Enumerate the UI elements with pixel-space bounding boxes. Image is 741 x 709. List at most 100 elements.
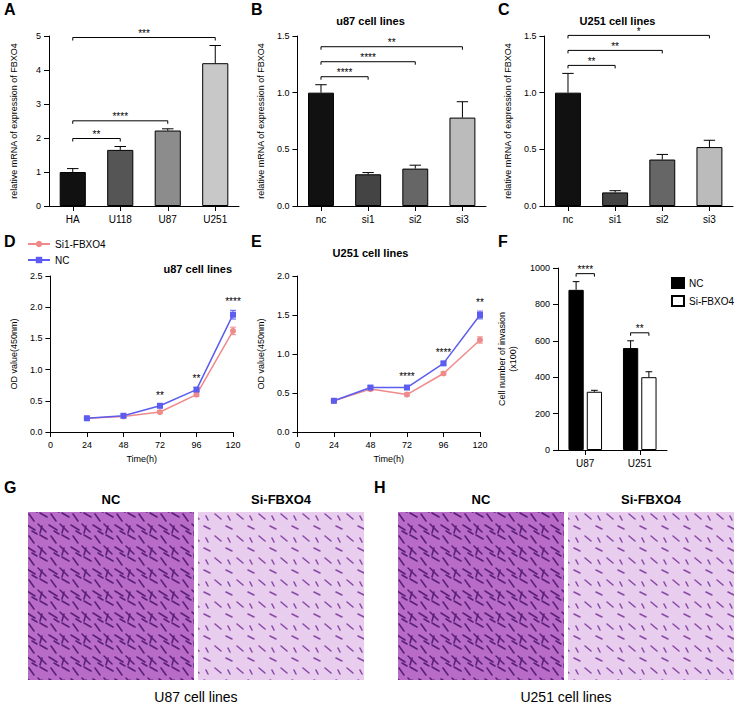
svg-text:1: 1	[36, 167, 41, 177]
svg-text:0: 0	[545, 445, 550, 455]
svg-text:****: ****	[436, 347, 452, 358]
svg-text:2.5: 2.5	[30, 271, 43, 281]
svg-text:1.5: 1.5	[524, 31, 537, 41]
svg-text:OD value(450nm): OD value(450nm)	[9, 318, 19, 389]
svg-text:2.0: 2.0	[277, 271, 290, 281]
svg-text:Time(h): Time(h)	[126, 454, 157, 464]
svg-text:Cell number of invasion: Cell number of invasion	[497, 312, 507, 406]
svg-text:relative mRNA of expression of: relative mRNA of expression of FBXO4	[256, 43, 266, 199]
svg-text:nc: nc	[563, 214, 574, 225]
html-text:G: G	[4, 479, 17, 496]
svg-text:U118: U118	[109, 214, 133, 225]
svg-text:1.0: 1.0	[524, 88, 537, 98]
svg-text:U87: U87	[576, 458, 595, 469]
svg-text:5: 5	[36, 31, 41, 41]
svg-text:800: 800	[535, 299, 550, 309]
svg-text:24: 24	[329, 440, 339, 450]
svg-text:*: *	[637, 26, 641, 37]
svg-text:0.5: 0.5	[524, 144, 537, 154]
svg-text:si2: si2	[409, 214, 422, 225]
svg-text:nc: nc	[316, 214, 327, 225]
svg-text:1.5: 1.5	[277, 310, 290, 320]
svg-text:0: 0	[295, 440, 300, 450]
svg-text:****: ****	[337, 67, 353, 78]
svg-text:0.0: 0.0	[277, 201, 290, 211]
svg-text:1000: 1000	[530, 263, 550, 273]
svg-text:0.5: 0.5	[277, 144, 290, 154]
svg-text:****: ****	[577, 264, 593, 275]
svg-text:NC: NC	[689, 278, 703, 289]
svg-text:1.5: 1.5	[30, 333, 43, 343]
svg-text:si1: si1	[609, 214, 622, 225]
svg-text:0: 0	[48, 440, 53, 450]
svg-text:si2: si2	[656, 214, 669, 225]
svg-text:u87 cell lines: u87 cell lines	[336, 15, 404, 27]
svg-text:**: **	[193, 373, 201, 384]
svg-text:96: 96	[438, 440, 448, 450]
svg-text:**: **	[588, 56, 596, 67]
svg-text:1.5: 1.5	[277, 31, 290, 41]
svg-text:120: 120	[472, 440, 487, 450]
svg-text:***: ***	[138, 28, 150, 39]
svg-text:****: ****	[112, 111, 128, 122]
svg-text:0: 0	[36, 201, 41, 211]
svg-text:Si-FBXO4: Si-FBXO4	[689, 296, 734, 307]
svg-text:****: ****	[360, 52, 376, 63]
svg-text:**: **	[156, 390, 164, 401]
svg-text:U251: U251	[203, 214, 227, 225]
html-text:A: A	[4, 1, 16, 18]
svg-text:NC: NC	[55, 255, 69, 266]
svg-text:1.0: 1.0	[277, 88, 290, 98]
svg-text:HA: HA	[66, 214, 80, 225]
svg-text:1.0: 1.0	[277, 349, 290, 359]
svg-text:si3: si3	[703, 214, 716, 225]
svg-text:120: 120	[225, 440, 240, 450]
svg-text:2.0: 2.0	[30, 302, 43, 312]
svg-text:Si1-FBXO4: Si1-FBXO4	[55, 239, 106, 250]
svg-text:48: 48	[118, 440, 128, 450]
svg-text:****: ****	[225, 296, 241, 307]
svg-text:si1: si1	[362, 214, 375, 225]
svg-text:72: 72	[402, 440, 412, 450]
svg-text:U87: U87	[159, 214, 178, 225]
svg-text:relative mRNA of expression of: relative mRNA of expression of FBXO4	[9, 43, 19, 199]
svg-text:200: 200	[535, 409, 550, 419]
svg-text:**: **	[388, 37, 396, 48]
svg-text:Si-FBXO4: Si-FBXO4	[251, 492, 312, 507]
svg-text:si3: si3	[456, 214, 469, 225]
svg-text:1.0: 1.0	[30, 365, 43, 375]
svg-text:0.0: 0.0	[524, 201, 537, 211]
svg-text:**: **	[476, 297, 484, 308]
svg-text:OD value(450nm): OD value(450nm)	[256, 318, 266, 389]
svg-text:0.0: 0.0	[30, 427, 43, 437]
svg-text:2: 2	[36, 133, 41, 143]
svg-text:96: 96	[191, 440, 201, 450]
svg-text:400: 400	[535, 372, 550, 382]
svg-text:(x100): (x100)	[508, 346, 518, 372]
svg-text:u87 cell lines: u87 cell lines	[164, 263, 232, 275]
svg-text:3: 3	[36, 99, 41, 109]
html-text:B: B	[251, 1, 263, 18]
svg-text:**: **	[636, 323, 644, 334]
svg-text:24: 24	[82, 440, 92, 450]
svg-text:**: **	[611, 41, 619, 52]
svg-text:600: 600	[535, 336, 550, 346]
svg-text:U251 cell lines: U251 cell lines	[580, 15, 656, 27]
svg-text:72: 72	[155, 440, 165, 450]
svg-text:relative mRNA of expression of: relative mRNA of expression of FBXO4	[503, 43, 513, 199]
svg-text:Si-FBXO4: Si-FBXO4	[621, 492, 682, 507]
svg-text:NC: NC	[102, 492, 121, 507]
svg-text:U251 cell lines: U251 cell lines	[333, 247, 409, 259]
svg-text:Time(h): Time(h)	[373, 454, 404, 464]
svg-text:0.0: 0.0	[277, 427, 290, 437]
svg-text:U251 cell lines: U251 cell lines	[520, 689, 611, 705]
svg-text:NC: NC	[472, 492, 491, 507]
svg-text:U251: U251	[628, 458, 652, 469]
svg-text:4: 4	[36, 65, 41, 75]
svg-text:****: ****	[399, 371, 415, 382]
svg-text:U87 cell lines: U87 cell lines	[154, 689, 237, 705]
svg-text:0.5: 0.5	[277, 388, 290, 398]
svg-text:**: **	[93, 129, 101, 140]
svg-text:0.5: 0.5	[30, 396, 43, 406]
svg-text:48: 48	[365, 440, 375, 450]
